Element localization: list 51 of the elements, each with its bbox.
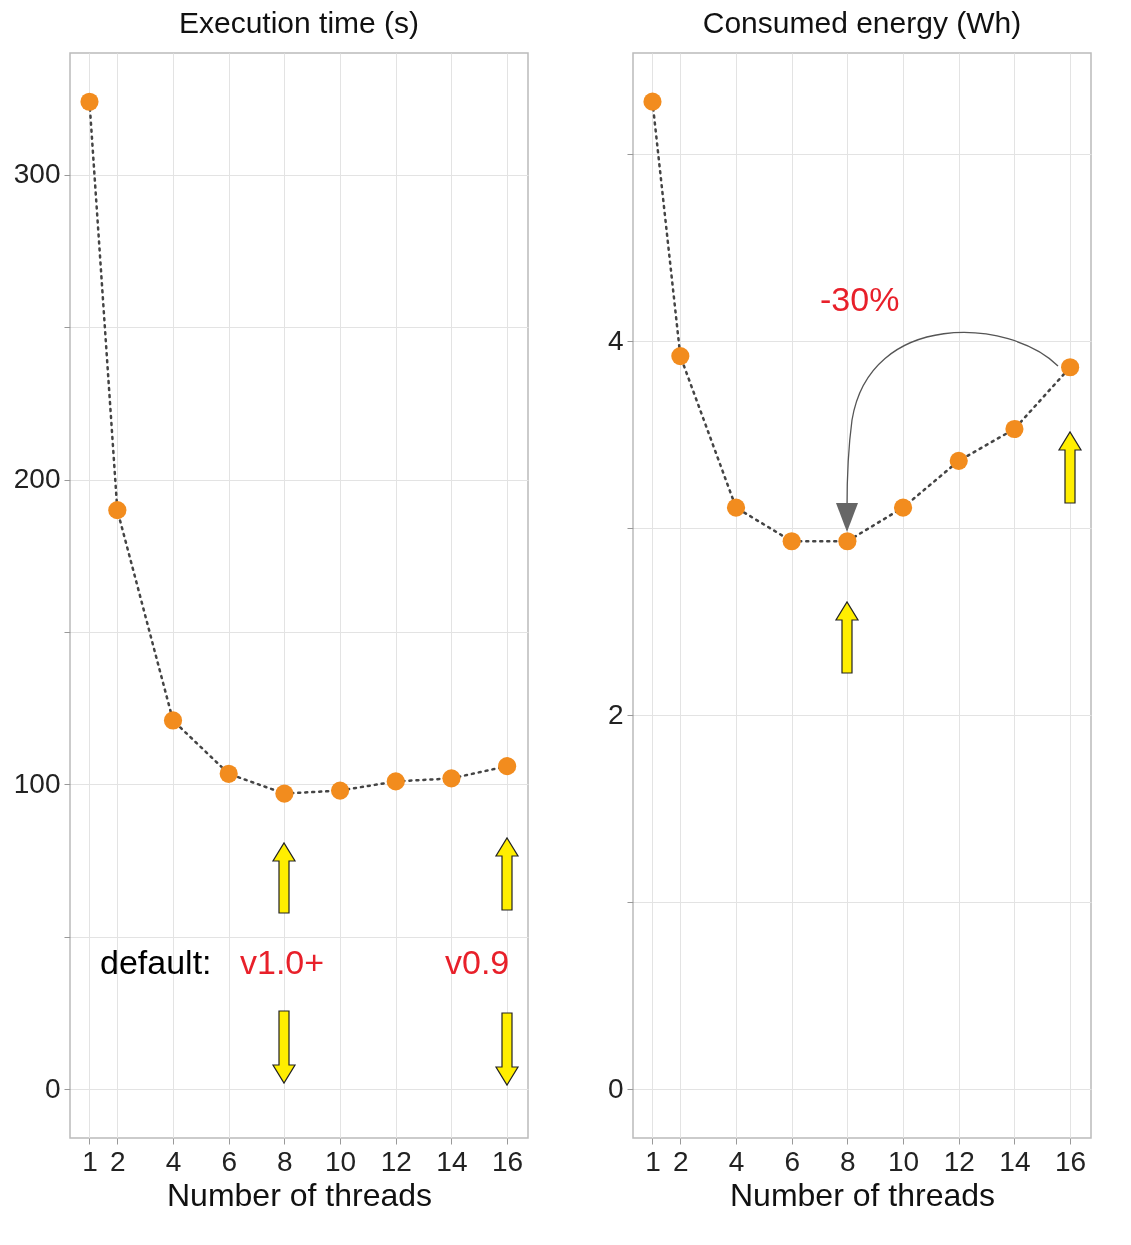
- point: [275, 784, 294, 803]
- x-tick-label: 1: [645, 1145, 661, 1177]
- point: [108, 501, 127, 520]
- x-tick-label: 6: [221, 1145, 237, 1177]
- x-tick-label: 14: [999, 1145, 1031, 1177]
- x-tick-label: 12: [943, 1145, 975, 1177]
- annotation: v0.9: [445, 943, 510, 981]
- x-tick-label: 8: [840, 1145, 856, 1177]
- x-axis-title: Number of threads: [729, 1176, 996, 1213]
- x-tick-label: 14: [436, 1145, 468, 1177]
- x-tick-label: 6: [784, 1145, 800, 1177]
- y-tick-label: 2: [607, 698, 624, 730]
- chart-title: Consumed energy (Wh): [702, 6, 1022, 39]
- point: [893, 498, 913, 517]
- annotation: v1.0+: [240, 943, 325, 981]
- chart-title: Execution time (s): [178, 6, 420, 39]
- point: [498, 757, 517, 776]
- point: [949, 451, 968, 470]
- point: [671, 346, 690, 366]
- point: [219, 764, 238, 783]
- x-tick-label: 10: [324, 1145, 357, 1177]
- point: [442, 769, 461, 788]
- y-tick-label: 0: [44, 1072, 61, 1104]
- x-axis-title: Number of threads: [166, 1176, 433, 1213]
- x-tick-label: 4: [165, 1145, 182, 1177]
- point: [643, 92, 662, 111]
- point: [726, 498, 746, 517]
- x-tick-label: 16: [1055, 1145, 1087, 1177]
- annotation: -30%: [820, 280, 900, 318]
- point: [386, 772, 405, 791]
- point: [330, 781, 350, 800]
- point: [1005, 419, 1024, 439]
- x-tick-label: 10: [887, 1145, 920, 1177]
- y-tick-label: 0: [607, 1072, 624, 1104]
- x-tick-label: 1: [82, 1145, 98, 1177]
- y-tick-label: 200: [13, 463, 61, 495]
- x-tick-label: 4: [728, 1145, 745, 1177]
- point: [1061, 358, 1080, 377]
- y-tick-label: 4: [607, 324, 624, 356]
- point: [782, 532, 801, 551]
- point: [80, 92, 99, 111]
- y-tick-label: 100: [13, 767, 61, 799]
- x-tick-label: 2: [110, 1145, 126, 1177]
- x-tick-label: 16: [492, 1145, 524, 1177]
- annotation: default:: [100, 943, 212, 981]
- x-tick-label: 2: [673, 1145, 689, 1177]
- point: [838, 532, 857, 551]
- x-tick-label: 12: [380, 1145, 412, 1177]
- point: [163, 711, 183, 730]
- x-tick-label: 8: [277, 1145, 293, 1177]
- y-tick-label: 300: [13, 158, 61, 190]
